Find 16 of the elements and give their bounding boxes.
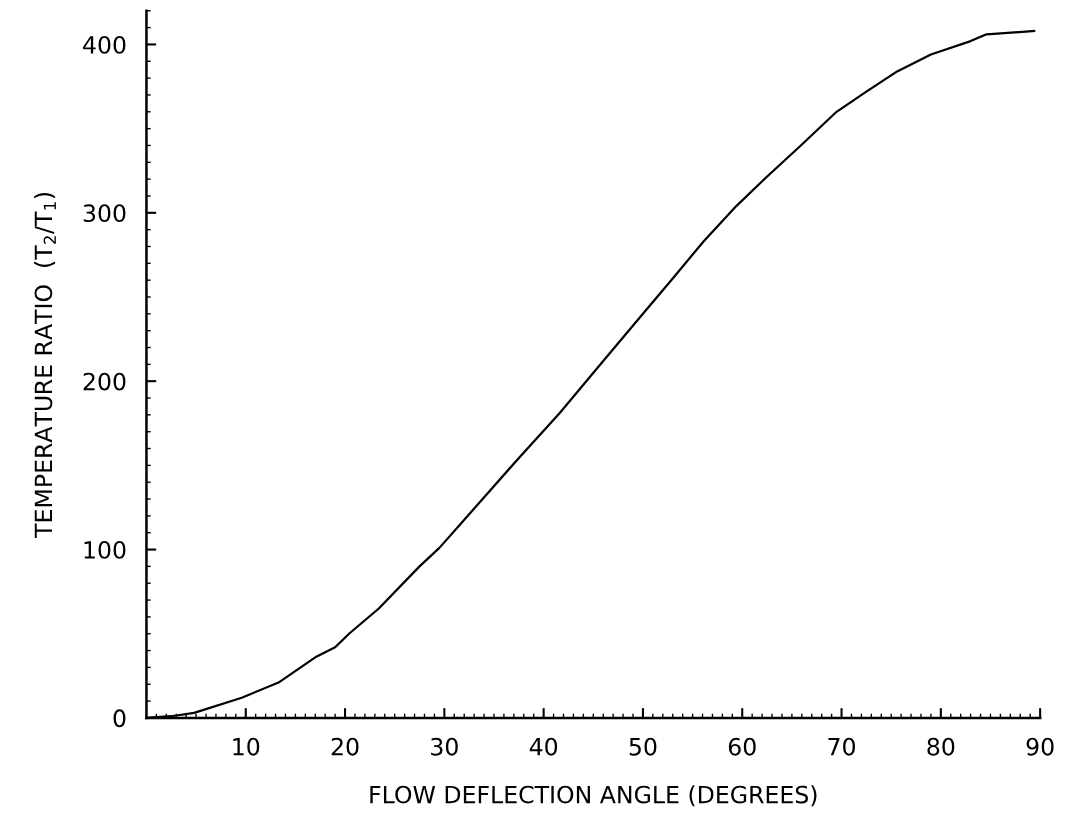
x-tick-label: 20 — [331, 737, 359, 756]
y-tick-label: 0 — [113, 709, 126, 728]
x-tick-label: 10 — [233, 737, 260, 756]
x-tick-label: 60 — [728, 737, 756, 756]
y-tick-label: 400 — [83, 35, 126, 54]
x-axis-title: FLOW DEFLECTION ANGLE (DEGREES) — [370, 785, 817, 807]
y-tick-label: 100 — [84, 540, 126, 559]
x-tick-label: 70 — [828, 737, 855, 756]
y-tick-label: 200 — [83, 372, 126, 391]
x-tick-label: 90 — [1026, 737, 1054, 756]
x-tick-label: 50 — [629, 737, 657, 756]
y-tick-label: 300 — [83, 204, 126, 223]
y-axis-title: TEMPERATURE RATIO (T$_{2}$/T$_{1}$) — [34, 192, 56, 538]
x-tick-label: 30 — [431, 737, 458, 756]
x-tick-label: 80 — [927, 737, 955, 756]
x-tick-label: 40 — [529, 737, 558, 756]
